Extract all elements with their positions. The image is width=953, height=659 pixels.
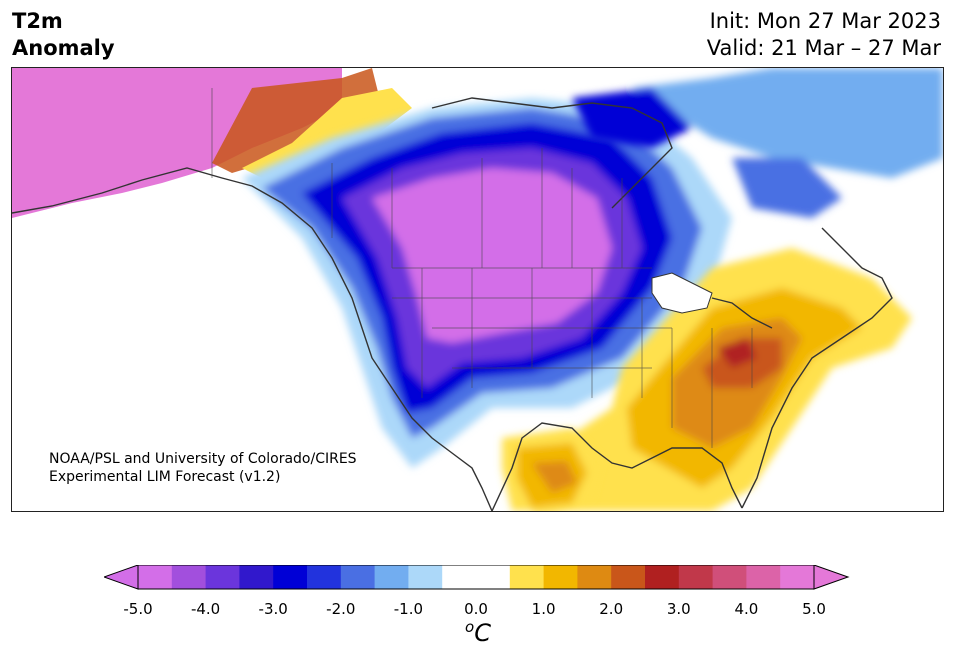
- colorbar-tick-label: -2.0: [326, 600, 356, 618]
- great-lakes: [651, 272, 713, 314]
- colorbar: [104, 565, 850, 590]
- colorbar-cell: [746, 565, 781, 589]
- colorbar-cell: [476, 565, 511, 589]
- title-line-1: T2m: [12, 9, 63, 33]
- anomaly-map: [11, 67, 944, 512]
- colorbar-tick-label: 1.0: [531, 600, 556, 618]
- colorbar-cells: [138, 565, 815, 589]
- colorbar-cell: [171, 565, 207, 589]
- colorbar-low-outline: [104, 565, 139, 590]
- alaska-warm-band: [212, 68, 382, 173]
- init-date: Init: Mon 27 Mar 2023: [709, 9, 941, 33]
- colorbar-cell: [273, 565, 308, 589]
- canada-east-blue: [632, 68, 943, 178]
- colorbar-tick-label: 4.0: [734, 600, 759, 618]
- unit-degree: o: [465, 618, 475, 636]
- coastlines: [12, 97, 893, 511]
- colorbar-tick-label: 0.0: [464, 600, 488, 618]
- colorbar-cell: [577, 565, 612, 589]
- colorbar-tick-label: 5.0: [802, 600, 826, 618]
- colorbar-cell: [645, 565, 680, 589]
- colorbar-cell: [239, 565, 274, 589]
- colorbar-tick-label: -4.0: [190, 600, 221, 618]
- colorbar-tick-label: 2.0: [599, 600, 624, 618]
- hudson-darkblue: [572, 88, 692, 148]
- colorbar-cell: [205, 565, 240, 589]
- colorbar-cell: [611, 565, 646, 589]
- colorbar-cell: [509, 565, 545, 589]
- political-borders: [211, 88, 753, 448]
- warm-texas-core: [532, 461, 577, 493]
- colorbar-cell: [408, 565, 443, 589]
- warm-core-red: [717, 338, 757, 368]
- alaska-yellow-band: [242, 88, 412, 178]
- colorbar-tick-label: -5.0: [123, 600, 153, 618]
- colorbar-cell: [543, 565, 578, 589]
- map-title: T2m Anomaly: [12, 8, 115, 62]
- title-line-2: Anomaly: [12, 36, 115, 60]
- credit-line-1: NOAA/PSL and University of Colorado/CIRE…: [49, 451, 357, 467]
- colorbar-cell: [780, 565, 815, 589]
- colorbar-tick-label: 3.0: [666, 600, 691, 618]
- colorbar-high-outline: [813, 565, 850, 590]
- colorbar-cell: [138, 565, 173, 589]
- colorbar-extend-low: [104, 565, 138, 589]
- colorbar-cell: [442, 565, 477, 589]
- labrador-blue: [732, 158, 842, 218]
- colorbar-cell: [340, 565, 376, 589]
- data-credit: NOAA/PSL and University of Colorado/CIRE…: [49, 450, 357, 486]
- colorbar-tick-label: -3.0: [258, 600, 288, 618]
- colorbar-cell: [678, 565, 714, 589]
- map-canvas: [12, 68, 943, 511]
- forecast-dates: Init: Mon 27 Mar 2023 Valid: 21 Mar – 27…: [707, 8, 941, 62]
- cold-core-violet: [372, 168, 612, 343]
- colorbar-cell: [712, 565, 747, 589]
- colorbar-unit: oC: [465, 618, 491, 647]
- colorbar-cell: [374, 565, 409, 589]
- colorbar-cell: [307, 565, 342, 589]
- valid-range: Valid: 21 Mar – 27 Mar: [706, 36, 941, 60]
- credit-line-2: Experimental LIM Forecast (v1.2): [49, 469, 281, 485]
- colorbar-extend-high: [814, 565, 848, 589]
- colorbar-tick-label: -1.0: [393, 600, 424, 618]
- unit-letter: C: [474, 619, 491, 647]
